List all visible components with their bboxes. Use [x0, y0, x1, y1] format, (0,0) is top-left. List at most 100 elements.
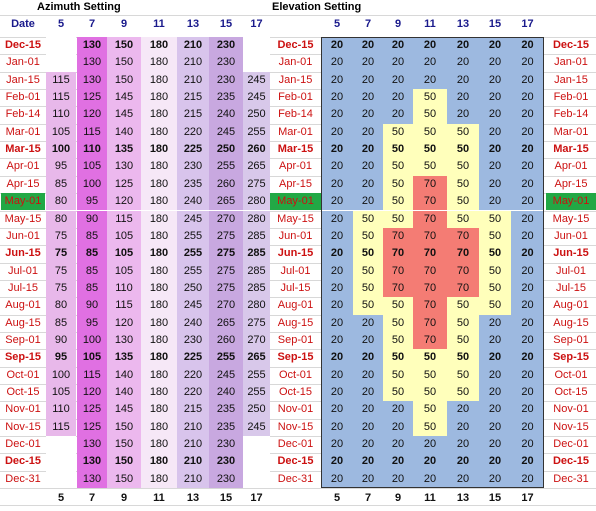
azimuth-cell[interactable]: 100 [46, 366, 76, 384]
elevation-cell[interactable]: 70 [447, 245, 479, 263]
azimuth-cell[interactable]: 120 [107, 193, 141, 211]
azimuth-hour-header[interactable]: 5 [57, 18, 65, 30]
azimuth-cell[interactable]: 105 [46, 384, 76, 402]
azimuth-cell[interactable]: 150 [107, 453, 141, 471]
azimuth-cell[interactable]: 150 [107, 436, 141, 454]
date-cell[interactable]: Jan-01 [278, 56, 313, 69]
elevation-cell[interactable]: 50 [353, 279, 383, 298]
elevation-cell[interactable]: 50 [413, 89, 447, 107]
azimuth-cell[interactable]: 240 [177, 193, 209, 211]
azimuth-cell[interactable]: 130 [77, 470, 107, 489]
azimuth-cell[interactable]: 100 [77, 331, 107, 350]
elevation-cell[interactable]: 20 [353, 193, 383, 211]
elevation-cell[interactable]: 20 [447, 106, 479, 124]
azimuth-cell[interactable]: 105 [107, 245, 141, 263]
date-cell[interactable]: Aug-15 [277, 316, 314, 329]
date-cell[interactable]: Jul-15 [8, 281, 38, 294]
elevation-cell[interactable]: 20 [511, 262, 544, 280]
elevation-cell[interactable]: 20 [321, 349, 353, 367]
azimuth-cell[interactable]: 275 [209, 245, 243, 263]
azimuth-cell[interactable]: 270 [209, 210, 243, 228]
elevation-cell[interactable]: 50 [413, 401, 447, 419]
azimuth-cell[interactable] [46, 436, 76, 454]
elevation-cell[interactable]: 20 [447, 54, 479, 72]
elevation-cell[interactable]: 50 [479, 279, 511, 298]
azimuth-cell[interactable] [46, 470, 76, 489]
azimuth-cell[interactable]: 125 [77, 401, 107, 419]
azimuth-cell[interactable]: 180 [141, 401, 177, 419]
date-cell[interactable]: Mar-01 [278, 125, 313, 138]
elevation-cell[interactable]: 20 [447, 89, 479, 107]
elevation-cell[interactable]: 20 [511, 158, 544, 176]
elevation-cell[interactable]: 20 [511, 54, 544, 72]
date-cell[interactable]: Mar-01 [553, 125, 589, 138]
azimuth-cell[interactable]: 270 [209, 297, 243, 315]
elevation-cell[interactable]: 20 [321, 175, 353, 194]
date-cell[interactable]: Apr-01 [278, 160, 313, 173]
elevation-cell[interactable]: 20 [447, 470, 479, 489]
elevation-cell[interactable]: 20 [413, 436, 447, 454]
elevation-cell[interactable]: 20 [353, 331, 383, 350]
azimuth-cell[interactable]: 255 [209, 349, 243, 367]
elevation-hour-header[interactable]: 13 [456, 18, 470, 30]
azimuth-cell[interactable]: 180 [141, 141, 177, 159]
date-cell[interactable]: Dec-31 [5, 472, 41, 485]
elevation-cell[interactable]: 70 [413, 227, 447, 246]
elevation-cell[interactable]: 20 [353, 106, 383, 124]
elevation-cell[interactable]: 70 [383, 279, 413, 298]
elevation-cell[interactable]: 20 [353, 349, 383, 367]
azimuth-cell[interactable]: 130 [107, 158, 141, 176]
elevation-cell[interactable]: 20 [511, 106, 544, 124]
azimuth-cell[interactable]: 180 [141, 349, 177, 367]
elevation-hour-footer[interactable]: 11 [424, 492, 436, 505]
azimuth-cell[interactable]: 240 [177, 314, 209, 332]
azimuth-cell[interactable]: 110 [77, 141, 107, 159]
date-cell[interactable]: Sep-01 [553, 333, 589, 346]
azimuth-hour-header[interactable]: 13 [186, 18, 200, 30]
date-cell[interactable]: Jan-01 [6, 56, 40, 69]
azimuth-cell[interactable]: 255 [177, 262, 209, 280]
elevation-cell[interactable]: 50 [383, 331, 413, 350]
elevation-cell[interactable]: 20 [353, 158, 383, 176]
azimuth-cell[interactable]: 230 [209, 453, 243, 471]
azimuth-cell[interactable]: 90 [77, 297, 107, 315]
azimuth-cell[interactable]: 105 [77, 158, 107, 176]
date-cell[interactable]: Apr-15 [554, 177, 588, 190]
elevation-hour-footer[interactable]: 9 [394, 492, 402, 505]
azimuth-cell[interactable]: 245 [209, 123, 243, 142]
azimuth-cell[interactable]: 80 [46, 193, 76, 211]
azimuth-cell[interactable]: 245 [243, 71, 270, 90]
elevation-cell[interactable]: 70 [413, 193, 447, 211]
date-cell[interactable]: Sep-01 [5, 333, 41, 346]
elevation-cell[interactable]: 20 [479, 418, 511, 437]
azimuth-cell[interactable]: 180 [141, 470, 177, 489]
elevation-cell[interactable]: 50 [413, 349, 447, 367]
elevation-cell[interactable]: 20 [511, 141, 544, 159]
elevation-cell[interactable]: 20 [447, 401, 479, 419]
date-cell[interactable]: Sep-15 [4, 351, 42, 364]
azimuth-cell[interactable]: 275 [209, 279, 243, 298]
elevation-cell[interactable]: 20 [413, 470, 447, 489]
elevation-cell[interactable]: 20 [447, 37, 479, 55]
elevation-cell[interactable]: 70 [413, 175, 447, 194]
azimuth-cell[interactable]: 245 [177, 210, 209, 228]
azimuth-cell[interactable]: 75 [46, 245, 76, 263]
date-cell[interactable]: Jul-15 [556, 281, 586, 294]
elevation-cell[interactable]: 50 [447, 193, 479, 211]
azimuth-cell[interactable]: 115 [46, 89, 76, 107]
elevation-cell[interactable]: 20 [353, 436, 383, 454]
azimuth-cell[interactable]: 110 [46, 401, 76, 419]
elevation-cell[interactable]: 20 [353, 314, 383, 332]
azimuth-cell[interactable]: 220 [177, 123, 209, 142]
elevation-hour-footer[interactable]: 15 [488, 492, 502, 505]
date-cell[interactable]: Feb-01 [553, 91, 589, 104]
elevation-cell[interactable]: 50 [383, 314, 413, 332]
elevation-cell[interactable]: 50 [383, 193, 413, 211]
azimuth-cell[interactable]: 285 [243, 245, 270, 263]
azimuth-cell[interactable]: 210 [177, 54, 209, 72]
elevation-cell[interactable]: 20 [353, 54, 383, 72]
date-cell[interactable]: Jun-01 [554, 229, 588, 242]
elevation-cell[interactable]: 20 [321, 245, 353, 263]
azimuth-cell[interactable]: 270 [243, 331, 270, 350]
elevation-cell[interactable]: 50 [413, 141, 447, 159]
